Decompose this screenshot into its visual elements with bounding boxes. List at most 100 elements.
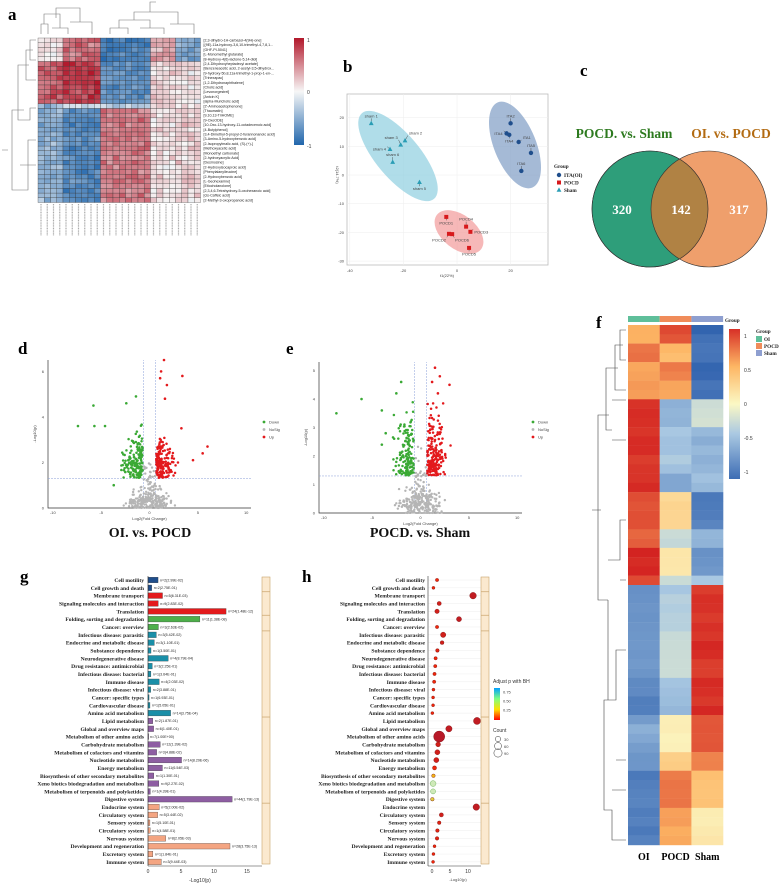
heatmap-cell <box>131 98 139 104</box>
heatmap-cell <box>691 705 724 716</box>
category-label: Infectious disease: viral <box>88 688 145 694</box>
up-point <box>160 464 163 467</box>
heatmap-cell <box>94 145 101 151</box>
point-label: POCD6 <box>455 238 470 243</box>
up-point <box>433 440 436 443</box>
heatmap-cell <box>81 127 89 133</box>
heatmap-cell <box>628 826 660 836</box>
heatmap-cell <box>112 37 120 43</box>
dot <box>472 803 480 811</box>
heatmap-cell <box>169 145 176 151</box>
heatmap-cell <box>175 127 182 133</box>
heatmap-cell <box>156 103 164 109</box>
heatmap-cell <box>37 51 45 57</box>
heatmap-cell <box>62 127 70 133</box>
heatmap-cell <box>106 178 114 184</box>
panel-label-h: h <box>302 567 312 586</box>
heatmap-cell <box>62 145 70 151</box>
dot <box>432 765 437 771</box>
heatmap-cell <box>112 75 120 81</box>
row-label: [cis-Caffeic acid] <box>204 194 230 198</box>
heatmap-cell <box>50 145 57 151</box>
heatmap-cell <box>144 66 151 72</box>
bar-annotation: n=1(1.30E-01) <box>156 774 179 778</box>
nosig-point <box>145 499 148 502</box>
legend-label: POCD <box>564 181 579 187</box>
dot <box>440 631 447 638</box>
heatmap-cell <box>137 117 145 123</box>
heatmap-cell <box>628 780 660 790</box>
nosig-point <box>147 506 150 509</box>
heatmap-cell <box>194 164 201 170</box>
heatmap-cell <box>81 150 89 156</box>
heatmap-cell <box>194 56 201 62</box>
heatmap-cell <box>81 145 89 151</box>
row-label: [2,3-dihydro-1H-carbazol-4(9H)-one] <box>204 39 262 43</box>
heatmap-cell <box>56 51 64 57</box>
nosig-point <box>435 493 438 497</box>
heatmap-cell <box>37 174 45 180</box>
legend-label: NoSig <box>538 427 549 432</box>
heatmap-cell <box>169 84 176 90</box>
heatmap-cell <box>156 51 164 57</box>
down-point <box>125 464 129 468</box>
down-point <box>401 443 405 447</box>
nosig-point <box>148 482 152 485</box>
heatmap-cell <box>659 473 692 484</box>
nosig-point <box>151 499 155 503</box>
up-point <box>437 414 440 417</box>
nosig-point <box>149 506 153 509</box>
heatmap-cell <box>100 37 107 43</box>
heatmap-cell <box>87 155 95 161</box>
heatmap-cell <box>131 94 139 100</box>
heatmap-cell <box>691 668 724 679</box>
heatmap-cell <box>175 164 182 170</box>
down-point <box>395 460 398 464</box>
down-point <box>404 449 408 452</box>
heatmap-cell <box>181 155 189 161</box>
up-point <box>158 437 162 441</box>
heatmap-cell <box>144 103 151 109</box>
dot <box>445 725 453 733</box>
down-point <box>76 424 80 428</box>
heatmap-cell <box>81 141 89 147</box>
down-point <box>125 401 128 405</box>
heatmap-cell <box>187 150 195 156</box>
heatmap-cell <box>75 108 82 114</box>
heatmap-cell <box>187 75 195 81</box>
heatmap-cell <box>87 113 95 119</box>
nosig-point <box>146 493 150 496</box>
nosig-point <box>149 475 152 479</box>
heatmap-cell <box>194 155 201 161</box>
nosig-point <box>421 489 425 493</box>
heatmap-cell <box>691 473 724 484</box>
row-label: [9-hydroxy-5b,8,11a-trimethyl-1-prop-1-e… <box>204 71 275 75</box>
heatmap-cell <box>75 150 82 156</box>
color-legend-tick: 0.75 <box>503 690 512 695</box>
heatmap-cell <box>659 445 692 456</box>
heatmap-cell <box>112 131 120 137</box>
nosig-point <box>137 502 140 505</box>
heatmap-cell <box>125 51 132 57</box>
heatmap-cell <box>94 70 101 76</box>
heatmap-cell <box>100 108 107 114</box>
heatmap-cell <box>69 169 76 175</box>
up-point <box>165 383 169 387</box>
heatmap-cell <box>137 113 145 119</box>
heatmap-cell <box>81 122 89 128</box>
heatmap-cell <box>659 501 692 511</box>
row-label: [3-Amino-5-hydroxybenzoic acid] <box>204 137 256 141</box>
heatmap-cell <box>125 136 132 142</box>
nosig-point <box>435 504 438 507</box>
heatmap-cell <box>659 455 692 465</box>
dot <box>437 820 442 825</box>
down-point <box>404 469 408 472</box>
heatmap-cell <box>87 183 95 189</box>
point-label: sham 1 <box>365 113 379 118</box>
heatmap-cell <box>187 47 195 53</box>
heatmap-cell <box>131 136 139 142</box>
heatmap-cell <box>112 56 120 62</box>
heatmap-cell <box>659 659 692 669</box>
nosig-point <box>149 487 152 491</box>
category-label: Metabolism of other amino acids <box>66 735 145 741</box>
